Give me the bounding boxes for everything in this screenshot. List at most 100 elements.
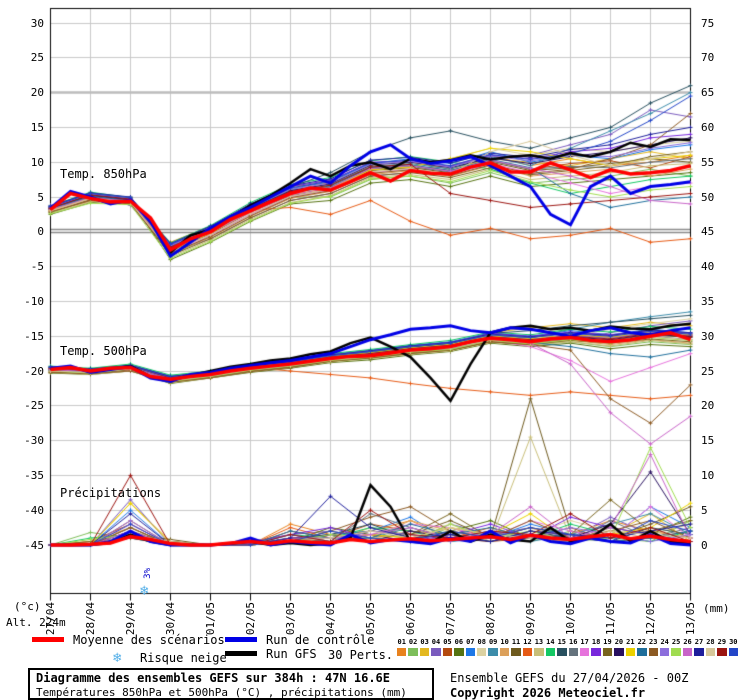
panel-label-precip: Précipitations [60, 486, 162, 500]
y-tick-right: 70 [701, 51, 715, 65]
x-tick-date: 05/05 [364, 602, 377, 636]
y-tick-left: -35 [24, 468, 44, 482]
panel-label-t500: Temp. 500hPa [60, 344, 147, 358]
y-tick-left: -40 [24, 503, 44, 517]
x-tick-date: 30/04 [164, 602, 177, 636]
y-tick-right: 60 [701, 120, 715, 134]
pert-color-square [591, 648, 601, 656]
pert-number: 05 [443, 638, 452, 646]
pert-color-square [568, 648, 578, 656]
pert-number: 23 [649, 638, 658, 646]
pert-color-square [419, 648, 430, 656]
pert-color-square [705, 648, 716, 656]
pert-number: 13 [534, 638, 544, 646]
y-tick-right: 0 [701, 538, 708, 552]
diagram-subtitle: Températures 850hPa et 500hPa (°C) , pré… [36, 686, 407, 699]
y-tick-right: 50 [701, 190, 715, 204]
y-tick-left: -5 [30, 260, 44, 274]
x-tick-date: 11/05 [604, 602, 617, 636]
pert-color-square [534, 648, 544, 656]
pert-number: 01 [397, 638, 406, 646]
pert-color-square [488, 648, 498, 656]
y-tick-right: 20 [701, 399, 715, 413]
mean-line-swatch [32, 637, 64, 642]
pert-color-square [408, 648, 418, 656]
y-tick-right: 35 [701, 294, 715, 308]
y-tick-left: -15 [24, 329, 44, 343]
altitude-label: Alt. 224m [6, 616, 66, 629]
pert-number: 17 [580, 638, 589, 646]
x-tick-date: 12/05 [644, 602, 657, 636]
pert-number: 27 [694, 638, 704, 646]
pert-number: 10 [500, 638, 509, 646]
y-tick-left: -25 [24, 399, 44, 413]
pert-number: 04 [431, 638, 441, 646]
x-tick-date: 28/04 [84, 602, 97, 636]
y-tick-right: 40 [701, 260, 715, 274]
legend-control-label: Run de contrôle [266, 633, 375, 647]
x-tick-date: 01/05 [204, 602, 217, 636]
pert-number: 15 [557, 638, 566, 646]
x-tick-date: 02/05 [244, 602, 257, 636]
pert-number: 18 [591, 638, 601, 646]
pert-number: 06 [454, 638, 464, 646]
y-tick-right: 65 [701, 86, 715, 100]
snowflake-legend-icon: ❄ [113, 650, 122, 666]
legend-perts-label: 30 Perts. [328, 648, 394, 662]
pert-color-square [728, 648, 738, 656]
pert-color-square [557, 648, 567, 656]
y-tick-right: 75 [701, 16, 715, 30]
x-tick-date: 29/04 [124, 602, 137, 636]
run-info: Ensemble GEFS du 27/04/2026 - 00Z [450, 671, 689, 685]
pert-color-square [397, 648, 407, 656]
legend-snow-label: Risque neige [140, 651, 227, 665]
pert-number: 24 [660, 638, 669, 646]
y-tick-left: -10 [24, 294, 44, 308]
panel-label-t850: Temp. 850hPa [60, 167, 147, 181]
pert-color-square [579, 648, 590, 656]
x-tick-date: 03/05 [284, 602, 297, 636]
pert-number: 14 [546, 638, 555, 646]
pert-number: 03 [420, 638, 429, 646]
pert-color-square [454, 648, 464, 656]
copyright: Copyright 2026 Meteociel.fr [450, 686, 646, 700]
pert-number: 16 [568, 638, 578, 646]
y-tick-right: 25 [701, 364, 715, 378]
y-tick-right: 45 [701, 225, 715, 239]
pert-color-square [648, 648, 658, 656]
y-tick-left: -30 [24, 434, 44, 448]
pert-number: 28 [706, 638, 715, 646]
snowflake-icon: ❄ [140, 583, 149, 599]
pert-color-square [477, 648, 487, 656]
pert-color-square [637, 648, 647, 656]
pert-color-square [682, 648, 693, 656]
pert-color-square [522, 648, 533, 656]
x-tick-date: 04/05 [324, 602, 337, 636]
pert-color-square [602, 648, 613, 656]
y-tick-left: 25 [30, 51, 44, 65]
pert-number: 29 [717, 638, 727, 646]
y-tick-left: 5 [37, 190, 44, 204]
y-tick-right: 30 [701, 329, 715, 343]
pert-color-square [511, 648, 521, 656]
perturbation-numbers: 01 02 03 04 05 06 07 08 09 10 11 12 13 14 15 16 17 18 19 20… [397, 638, 738, 646]
pert-color-square [659, 648, 670, 656]
pert-color-square [694, 648, 704, 656]
diagram-title: Diagramme des ensembles GEFS sur 384h : … [36, 671, 391, 685]
y-tick-right: 55 [701, 155, 715, 169]
pert-number: 19 [603, 638, 612, 646]
x-tick-date: 06/05 [404, 602, 417, 636]
legend-mean-label: Moyenne des scénarios [73, 633, 225, 647]
x-tick-date: 09/05 [524, 602, 537, 636]
pert-color-square [717, 648, 727, 656]
control-line-swatch [225, 637, 257, 642]
pert-color-square [431, 648, 441, 656]
right-unit-label: (mm) [703, 602, 730, 615]
y-tick-left: 20 [30, 86, 44, 100]
y-tick-left: 10 [30, 155, 44, 169]
chart-canvas [0, 0, 740, 620]
x-tick-date: 13/05 [684, 602, 697, 636]
pert-number: 25 [671, 638, 681, 646]
pert-number: 07 [466, 638, 475, 646]
y-tick-right: 10 [701, 468, 715, 482]
